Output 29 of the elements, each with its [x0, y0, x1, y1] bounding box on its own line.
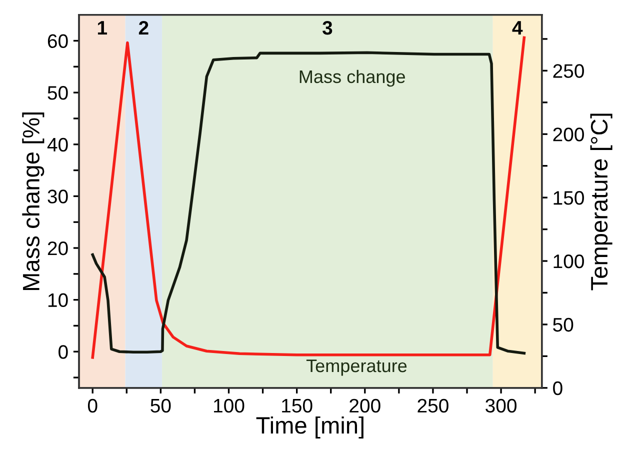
y2-tick-label: 0 — [553, 381, 562, 396]
x-axis-title: Time [min] — [256, 416, 364, 438]
x-tick-label: 250 — [418, 398, 448, 413]
band-label: 1 — [98, 21, 108, 35]
y2-tick-label: 100 — [554, 254, 584, 268]
y-tick-label: 50 — [48, 86, 68, 100]
x-tick-label: 0 — [88, 398, 98, 413]
x-tick-label: 50 — [150, 398, 171, 413]
y-tick-label: 30 — [48, 190, 68, 204]
y-tick-label: 20 — [48, 241, 68, 256]
y-axis-title: Mass change [%] — [22, 112, 44, 290]
band-label: 4 — [512, 21, 523, 35]
y2-tick-label: 250 — [553, 64, 584, 78]
y2-axis-title: Temperature [°C] — [590, 114, 612, 290]
y2-tick-label: 50 — [553, 318, 574, 332]
y2-tick-label: 200 — [553, 128, 584, 142]
x-tick-label: 300 — [486, 398, 516, 413]
y-tick-label: 60 — [48, 34, 68, 48]
series-label: Temperature — [306, 360, 407, 376]
y-tick-label: 40 — [47, 138, 68, 152]
y-tick-label: 0 — [58, 345, 68, 359]
band-label: 3 — [322, 20, 332, 35]
y-tick-label: 10 — [48, 293, 68, 308]
series-label: Mass change — [300, 70, 405, 87]
y2-tick-label: 150 — [554, 191, 584, 205]
band-label: 2 — [138, 20, 148, 35]
x-tick-label: 200 — [350, 398, 380, 413]
x-tick-label: 100 — [214, 398, 244, 413]
x-tick-label: 150 — [282, 398, 312, 413]
